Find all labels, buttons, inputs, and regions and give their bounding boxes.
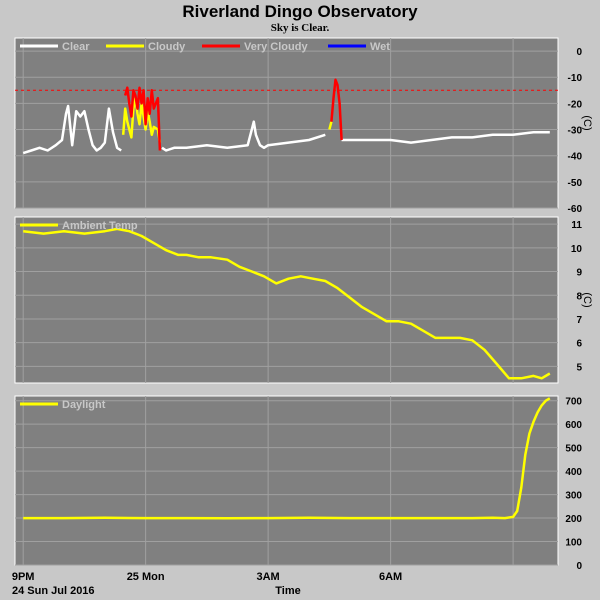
panel-background [14, 37, 559, 209]
y-tick-label: 0 [576, 561, 582, 572]
panel-sky: 0 -10 -20 -30 -40 -50 -60 (C) Clear Cloudy Very Cl… [14, 37, 593, 215]
y-tick-label: 600 [565, 420, 582, 431]
x-axis-ticks: 9PM 25 Mon 3AM 6AM [12, 571, 402, 583]
y-tick-label: 8 [576, 291, 582, 302]
panel-daylight: 700 600 500 400 300 200 100 0 Daylight [14, 395, 582, 572]
y-tick-label: 0 [576, 47, 582, 58]
y-tick-label: 10 [571, 244, 583, 255]
y-tick-label: -20 [568, 99, 583, 110]
y-tick-label: 300 [565, 491, 582, 502]
panel-background [14, 216, 559, 384]
y-axis-label: (C) [581, 292, 593, 307]
x-tick-label: 9PM [12, 571, 35, 583]
x-axis-label: Time [275, 585, 300, 597]
y-tick-label: 6 [576, 339, 582, 350]
chart-panels: 0 -10 -20 -30 -40 -50 -60 (C) Clear Cloudy Very Cl… [14, 37, 593, 572]
legend-label: Ambient Temp [62, 220, 138, 232]
chart-title: Riverland Dingo Observatory [182, 2, 418, 21]
y-tick-label: 7 [576, 315, 582, 326]
y-tick-label: 11 [571, 220, 582, 231]
y-tick-label: 9 [576, 268, 582, 279]
series-line-very-cloudy [123, 78, 343, 151]
legend: Clear Cloudy Very Cloudy Wet [20, 41, 390, 53]
y-tick-label: -60 [568, 204, 583, 215]
legend: Daylight [20, 399, 106, 411]
y-axis-label: (C) [581, 115, 593, 130]
legend-label: Wet [370, 41, 390, 53]
panel-background [14, 395, 559, 566]
legend-label: Clear [62, 41, 90, 53]
y-tick-label: 400 [565, 467, 582, 478]
y-tick-label: 700 [565, 397, 582, 408]
y-tick-label: 5 [576, 362, 582, 373]
legend: Ambient Temp [20, 220, 138, 232]
legend-label: Very Cloudy [244, 41, 308, 53]
y-tick-label: 200 [565, 514, 582, 525]
y-tick-label: 100 [565, 538, 582, 549]
legend-label: Cloudy [148, 41, 186, 53]
chart-subtitle: Sky is Clear. [271, 22, 330, 34]
grid [15, 217, 558, 383]
series-line-clear [22, 104, 550, 155]
series-line-daylight [23, 397, 551, 520]
series-line-ambient-temp [23, 227, 551, 380]
panel-ambient: 11 10 9 8 7 6 5 (C) Ambient Temp [14, 216, 593, 384]
legend-label: Daylight [62, 399, 106, 411]
date-label: 24 Sun Jul 2016 [12, 585, 95, 597]
x-tick-label: 6AM [379, 571, 402, 583]
y-tick-label: -40 [568, 152, 583, 163]
series-line-cloudy [121, 96, 333, 143]
y-tick-label: 500 [565, 444, 582, 455]
y-tick-label: -50 [568, 178, 583, 189]
x-tick-label: 3AM [257, 571, 280, 583]
y-tick-label: -30 [568, 126, 583, 137]
x-tick-label: 25 Mon [127, 571, 165, 583]
y-tick-label: -10 [568, 73, 583, 84]
grid [15, 38, 558, 209]
